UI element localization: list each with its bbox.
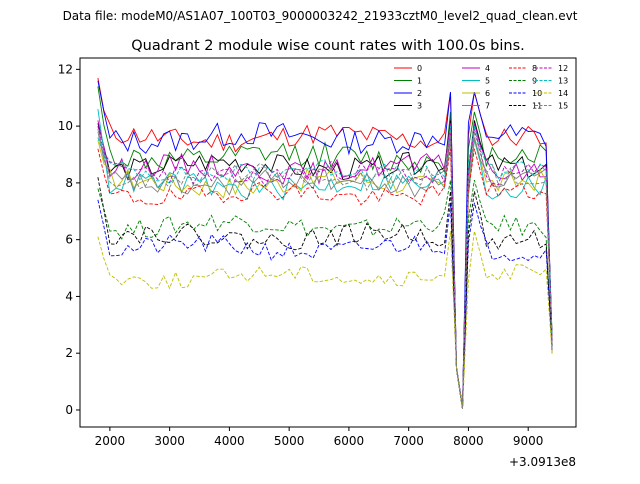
legend-label-4: 4: [485, 64, 490, 73]
series-line-1: [97, 86, 553, 408]
tick-layer: 2000 3000 4000 5000 6000 7000 8000 900002468101…: [58, 62, 544, 448]
x-offset-label: +3.0913e8: [509, 455, 576, 469]
series-line-13: [97, 125, 553, 409]
y-tick-label: 2: [65, 346, 73, 360]
legend-label-7: 7: [485, 102, 490, 111]
x-tick-label: 9000: [513, 434, 544, 448]
x-tick-label: 8000: [453, 434, 484, 448]
y-tick-label: 10: [58, 119, 73, 133]
chart-title: Quadrant 2 module wise count rates with …: [131, 38, 525, 54]
legend-label-9: 9: [532, 77, 537, 86]
legend-label-15: 15: [558, 102, 568, 111]
legend-label-0: 0: [417, 64, 422, 73]
legend-label-2: 2: [417, 89, 422, 98]
legend-label-3: 3: [417, 102, 422, 111]
x-tick-label: 6000: [334, 434, 365, 448]
legend-label-5: 5: [485, 77, 490, 86]
legend-label-8: 8: [532, 64, 537, 73]
x-tick-label: 2000: [95, 434, 126, 448]
x-tick-label: 7000: [393, 434, 424, 448]
y-tick-label: 4: [65, 289, 73, 303]
plot-frame: [79, 57, 577, 428]
series-line-14: [97, 230, 553, 409]
series-line-11: [97, 177, 553, 409]
series-line-3: [97, 120, 553, 409]
y-tick-label: 12: [58, 62, 73, 76]
series-line-2: [97, 80, 553, 408]
series-line-8: [97, 148, 553, 409]
legend-label-13: 13: [558, 77, 568, 86]
x-tick-label: 5000: [274, 434, 305, 448]
legend-label-12: 12: [558, 64, 568, 73]
legend-label-14: 14: [558, 89, 568, 98]
series-line-4: [97, 120, 553, 408]
legend-label-6: 6: [485, 89, 490, 98]
y-tick-label: 8: [65, 176, 73, 190]
series-line-12: [97, 126, 553, 409]
series-layer: [97, 77, 553, 409]
chart-suptitle: Data file: modeM0/AS1A07_100T03_90000032…: [63, 9, 578, 23]
series-line-15: [97, 128, 553, 409]
x-tick-label: 4000: [214, 434, 245, 448]
series-line-10: [97, 199, 553, 409]
y-tick-label: 6: [65, 233, 73, 247]
series-line-5: [97, 109, 553, 409]
x-tick-label: 3000: [154, 434, 185, 448]
series-line-9: [97, 179, 553, 409]
legend-label-1: 1: [417, 77, 422, 86]
y-tick-label: 0: [65, 403, 73, 417]
